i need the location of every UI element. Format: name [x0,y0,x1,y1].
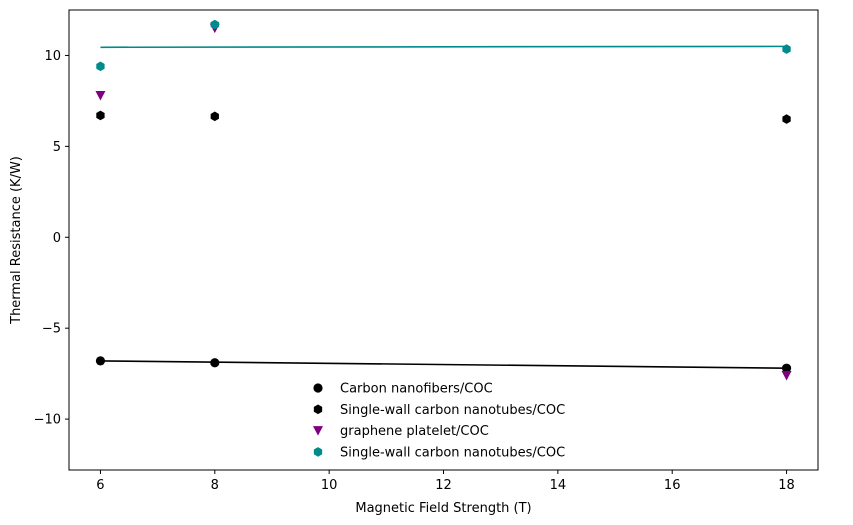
x-tick-label-6: 18 [778,478,795,493]
legend-label-0: Carbon nanofibers/COC [340,382,493,397]
data-point-series-3-0 [96,61,105,72]
data-point-series-0-2 [781,363,792,373]
fit-line-series-3 [100,45,787,49]
x-axis-title: Magnetic Field Strength (T) [355,501,531,516]
y-tick-label-4: 10 [44,49,61,64]
axes-layer: 6 8 10 12 14 16 18 −10 −5 0 5 10 [34,9,819,493]
legend-label-3: Single-wall carbon nanotubes/COC [340,445,565,460]
data-point-series-2-2 [781,370,792,381]
marks-layer [95,19,792,381]
legend-marker-2 [313,426,323,436]
data-point-series-3-2 [782,44,791,54]
fit-line-series-0 [100,360,787,369]
y-tick-label-0: −10 [34,413,61,428]
y-tick-label-2: 0 [53,231,61,246]
data-point-series-1-0 [96,110,105,121]
x-tick-label-3: 12 [435,478,452,493]
data-point-series-3-1 [210,19,219,30]
data-point-series-1-1 [210,111,219,122]
legend-label-2: graphene platelet/COC [340,424,489,439]
legend: Carbon nanofibers/COC Single-wall carbon … [313,382,565,460]
x-tick-label-2: 10 [321,478,338,493]
x-tick-label-5: 16 [664,478,681,493]
y-tick-label-3: 5 [53,140,61,155]
y-axis-title: Thermal Resistance (K/W) [9,156,24,325]
legend-label-1: Single-wall carbon nanotubes/COC [340,403,565,418]
y-tick-label-1: −5 [42,322,61,337]
data-point-series-1-2 [782,114,791,124]
x-tick-label-4: 14 [550,478,567,493]
x-tick-label-1: 8 [211,478,219,493]
data-point-series-0-1 [210,358,220,368]
data-point-series-2-0 [95,90,106,101]
data-point-series-0-0 [95,356,106,366]
legend-marker-0 [313,383,323,393]
x-tick-label-0: 6 [96,478,104,493]
plot-frame [68,9,819,471]
legend-marker-3 [313,447,323,457]
legend-marker-1 [313,404,323,415]
